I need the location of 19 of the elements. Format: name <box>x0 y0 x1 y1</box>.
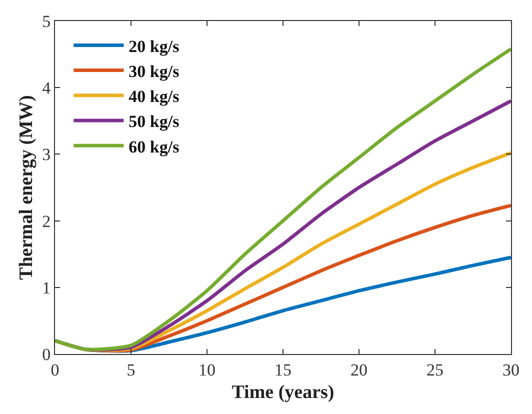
y-tick-label: 3 <box>42 145 51 164</box>
x-tick-label: 20 <box>350 360 368 380</box>
y-axis-title: Thermal energy (MW) <box>16 95 37 280</box>
y-tick-label: 2 <box>42 212 51 231</box>
y-tick-label: 5 <box>42 12 51 31</box>
legend-label: 60 kg/s <box>128 137 180 156</box>
legend-label: 20 kg/s <box>128 36 180 56</box>
y-tick-label: 1 <box>42 278 51 298</box>
x-tick-label: 25 <box>426 360 444 380</box>
legend-label: 40 kg/s <box>128 87 180 106</box>
x-tick-label: 15 <box>274 360 292 380</box>
y-tick-label: 4 <box>42 78 52 98</box>
legend-label: 30 kg/s <box>128 62 180 81</box>
x-tick-label: 5 <box>126 360 136 380</box>
x-axis-title: Time (years) <box>232 382 334 404</box>
x-tick-label: 30 <box>502 360 520 380</box>
x-tick-label: 10 <box>198 360 216 380</box>
legend-label: 50 kg/s <box>128 112 180 132</box>
y-tick-label: 0 <box>42 344 51 364</box>
